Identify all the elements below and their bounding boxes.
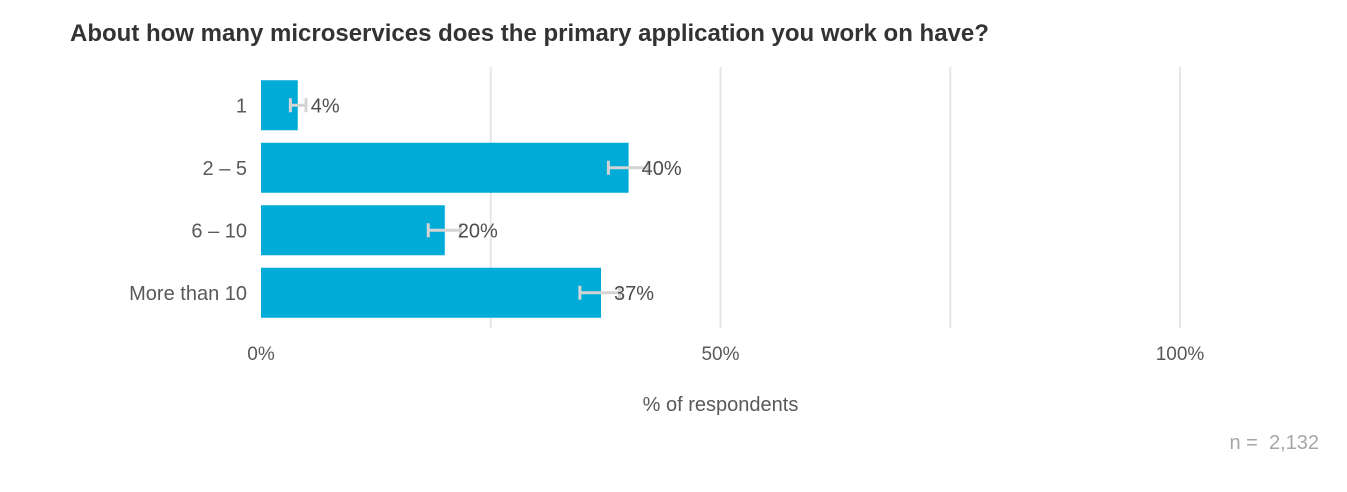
x-tick-label: 50% [701,344,739,365]
category-label: 6 – 10 [191,220,247,242]
value-label: 40% [642,158,682,180]
x-axis-label: % of respondents [643,394,799,416]
x-tick-label: 0% [247,344,275,365]
category-label: More than 10 [129,283,247,305]
x-tick-label: 100% [1156,344,1205,365]
category-label: 2 – 5 [203,158,247,180]
bar [261,205,445,256]
value-label: 37% [614,283,654,305]
bar [261,267,602,318]
category-label: 1 [236,95,247,117]
chart-title: About how many microservices does the pr… [70,20,989,47]
value-label: 20% [458,220,498,242]
value-label: 4% [311,95,340,117]
sample-size-note: n = 2,132 [1229,432,1319,454]
bar [261,142,629,193]
